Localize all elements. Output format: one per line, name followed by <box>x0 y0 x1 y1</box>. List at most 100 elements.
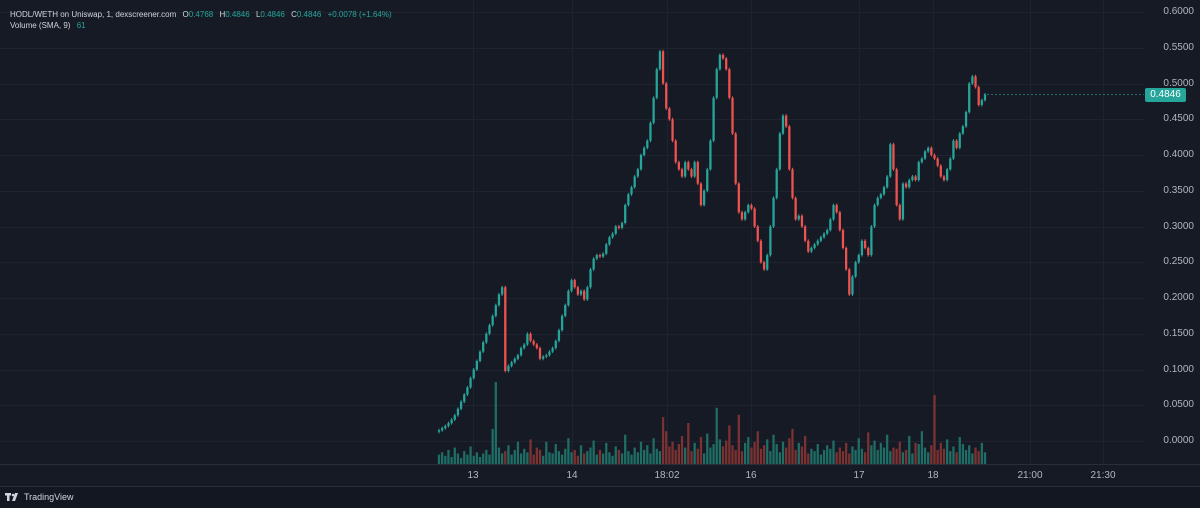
price-tick-label: 0.1500 <box>1163 328 1194 339</box>
candle <box>725 58 728 70</box>
candle <box>844 247 848 270</box>
candle <box>649 122 652 141</box>
price-tick-label: 0.6000 <box>1163 6 1194 17</box>
candle <box>873 205 876 227</box>
volume-bar <box>507 445 510 464</box>
volume-bar <box>797 442 800 464</box>
volume-bar <box>463 451 466 464</box>
volume-bar <box>519 453 523 464</box>
candle <box>583 290 586 300</box>
candle <box>545 355 548 357</box>
volume-bar <box>573 449 576 464</box>
candle <box>949 158 952 170</box>
candle <box>797 215 800 220</box>
ohlc-high: H0.4846 <box>219 10 250 19</box>
volume-bar <box>854 449 857 464</box>
candle <box>977 87 980 105</box>
price-tick-label: 0.3000 <box>1163 221 1194 232</box>
volume-bar <box>829 448 832 464</box>
candle <box>463 394 466 402</box>
candle <box>854 262 857 277</box>
candle <box>762 262 766 270</box>
candle <box>810 247 813 252</box>
candle <box>592 258 595 270</box>
symbol-title: HODL/WETH on Uniswap, 1, dexscreener.com <box>10 10 177 19</box>
candle <box>605 244 608 254</box>
grid-line-v <box>473 0 474 464</box>
candle <box>939 165 942 177</box>
tradingview-logo[interactable]: TradingView <box>5 492 74 502</box>
candle <box>712 97 715 141</box>
candle <box>614 226 617 234</box>
volume-bar <box>775 444 778 464</box>
volume-bar <box>728 425 731 464</box>
candle <box>598 255 602 257</box>
time-axis[interactable]: 13 14 18:02 16 17 18 21:00 21:30 <box>0 464 1144 487</box>
candle <box>655 69 658 98</box>
candle <box>927 147 930 152</box>
volume-bar <box>709 447 712 464</box>
candle <box>898 205 901 220</box>
volume-value: 61 <box>76 21 86 30</box>
volume-bar <box>892 447 895 464</box>
time-tick-label: 18 <box>927 470 939 481</box>
candle <box>529 333 532 341</box>
candle <box>567 290 570 306</box>
volume-bar <box>504 451 507 464</box>
candle <box>472 369 475 379</box>
volume-bar <box>646 445 649 464</box>
volume-bar <box>933 394 936 464</box>
price-axis[interactable]: 0.6000 0.5500 0.5000 0.4500 0.4000 0.3500 0.30… <box>1144 0 1200 464</box>
volume-bar <box>848 453 851 464</box>
grid-line-v <box>572 0 573 464</box>
candle <box>538 348 542 359</box>
volume-bar <box>478 456 482 464</box>
chart-area[interactable]: HODL/WETH on Uniswap, 1, dexscreener.com… <box>0 0 1144 464</box>
candle <box>961 126 965 134</box>
candle <box>920 158 924 163</box>
volume-bar <box>958 437 961 464</box>
tradingview-label: TradingView <box>24 492 74 502</box>
candle <box>980 100 983 105</box>
price-tick-label: 0.5500 <box>1163 42 1194 53</box>
volume-bar <box>971 453 974 464</box>
candle <box>680 169 684 177</box>
volume-bar <box>889 451 892 464</box>
candle <box>709 140 712 170</box>
volume-bar <box>699 437 703 464</box>
candle <box>576 287 580 295</box>
candle <box>744 212 747 220</box>
candle <box>766 255 769 270</box>
volume-bar <box>702 453 706 464</box>
candle <box>778 133 781 170</box>
volume-bar <box>942 448 946 464</box>
volume-bar <box>661 417 665 464</box>
candle <box>816 240 819 245</box>
volume-bar <box>961 444 965 464</box>
volume-bar <box>785 447 788 464</box>
candle <box>570 280 573 291</box>
candle <box>731 97 734 134</box>
volume-bar <box>898 441 901 464</box>
candle <box>516 355 520 359</box>
volume-bar <box>684 447 687 464</box>
price-tick-label: 0.2500 <box>1163 256 1194 267</box>
volume-bar <box>674 449 677 464</box>
candle <box>696 162 699 184</box>
volume-bar <box>949 451 952 464</box>
volume-bar <box>545 441 548 464</box>
volume-bar <box>643 449 646 464</box>
candle <box>478 351 482 361</box>
volume-bar <box>718 439 722 464</box>
volume-bar <box>649 453 652 464</box>
volume-label: Volume (SMA, 9) <box>10 21 71 30</box>
volume-bar <box>595 454 598 464</box>
volume-bar <box>766 439 769 464</box>
candle <box>876 197 879 206</box>
candle <box>693 162 696 177</box>
ohlc-close: C0.4846 <box>291 10 322 19</box>
candle <box>807 240 810 252</box>
candle <box>690 169 693 177</box>
volume-bar <box>466 454 469 464</box>
volume-bar <box>725 440 728 464</box>
